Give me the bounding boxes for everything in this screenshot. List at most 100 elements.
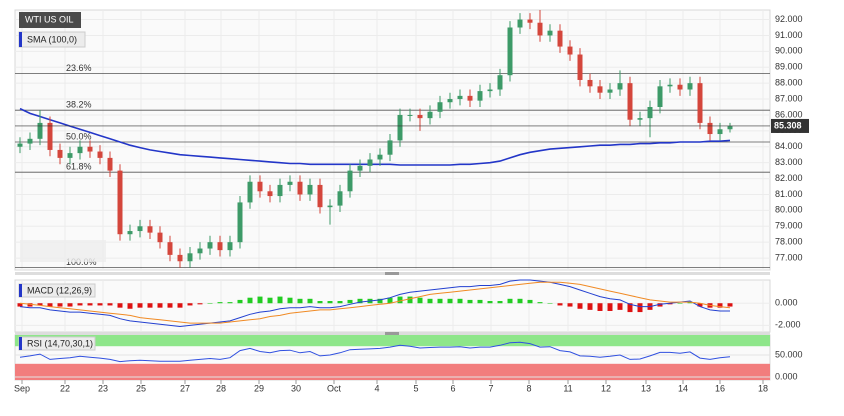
histogram-bar [587,303,593,310]
candle-body [67,153,73,158]
x-tick-label: 13 [641,383,651,393]
y-tick-label: 88.000 [775,78,803,88]
x-tick-label: 18 [758,383,768,393]
y-tick-label: 83.000 [775,157,803,167]
candle-body [657,86,663,108]
histogram-bar [477,299,483,304]
y-tick-label: 0.000 [775,371,798,381]
candle-body [717,129,723,135]
histogram-bar [487,301,493,304]
candle-body [677,84,683,90]
candle-body [207,242,213,249]
candle-body [317,184,323,208]
y-tick-label: 91.000 [775,30,803,40]
histogram-bar [37,303,43,306]
fib-label: 50.0% [66,131,92,141]
histogram-bar [177,303,183,308]
histogram-bar [107,303,113,306]
candle-body [57,149,63,158]
candle-body [377,154,383,160]
y-tick-label: 86.000 [775,109,803,119]
histogram-bar [17,303,23,307]
candle-body [267,191,273,197]
candle-body [97,151,103,158]
candle-body [47,122,53,150]
histogram-bar [147,303,153,308]
x-tick-label: 30 [291,383,301,393]
candle-body [157,232,163,243]
histogram-bar [547,303,553,304]
y-tick-label: 80.000 [775,205,803,215]
candle-body [567,46,573,55]
sma-label: SMA (100,0) [27,34,77,44]
x-tick-label: 16 [715,383,725,393]
x-tick-label: 7 [488,383,493,393]
rsi-line [19,341,731,363]
histogram-bar [377,298,383,304]
candle-body [137,226,143,232]
separator-handle[interactable] [385,272,399,275]
histogram-bar [47,303,53,307]
candle-body [517,19,523,28]
histogram-bar [307,298,313,304]
x-tick-label: 8 [526,383,531,393]
histogram-bar [467,299,473,304]
x-tick-label: 4 [374,383,379,393]
candle-body [247,181,253,203]
histogram-bar [597,303,603,311]
separator-handle[interactable] [385,332,399,335]
histogram-bar [727,303,733,307]
y-tick-label: -2.000 [775,320,801,330]
candle-body [17,143,23,147]
candle-body [337,191,343,206]
histogram-bar [417,297,423,304]
histogram-bar [297,298,303,304]
histogram-bar [267,297,273,304]
candle-body [597,86,603,93]
histogram-bar [77,303,83,306]
candle-body [177,254,183,262]
candle-body [77,146,83,154]
x-tick-label: 29 [254,383,264,393]
x-tick-label: Oct [327,383,342,393]
histogram-bar [717,303,723,308]
histogram-bar [677,303,683,304]
candle-body [117,170,123,235]
y-tick-label: 78.000 [775,237,803,247]
candle-body [197,248,203,254]
histogram-bar [347,299,353,304]
candle-body [187,253,193,262]
x-tick-label: 12 [601,383,611,393]
histogram-bar [537,302,543,304]
candle-body [667,84,673,87]
histogram-bar [97,303,103,306]
histogram-bar [337,301,343,304]
candle-body [477,91,483,101]
candle-body [437,102,443,112]
candle-body [327,205,333,208]
candle-body [707,122,713,135]
x-tick-label: 5 [413,383,418,393]
overbought-band [15,335,770,347]
histogram-bar [617,303,623,310]
y-tick-label: 82.000 [775,173,803,183]
candle-body [297,181,303,195]
candle-body [357,165,363,171]
candle-body [447,99,453,103]
candle-body [547,30,553,36]
candle-body [397,114,403,141]
last-price-box [771,118,809,133]
histogram-bar [577,303,583,309]
macd-swatch [19,284,22,297]
candle-body [167,242,173,255]
legends: WTI US OIL SMA (100,0) MACD (12,26,9) RS… [15,12,770,351]
y-tick-label: 77.000 [775,252,803,262]
histogram-bar [87,303,93,306]
blurred-box [20,240,106,262]
histogram-bar [497,301,503,304]
histogram-bar [687,302,693,304]
histogram-bar [517,298,523,304]
y-tick-label: 0.000 [775,298,798,308]
histogram-bar [67,303,73,307]
